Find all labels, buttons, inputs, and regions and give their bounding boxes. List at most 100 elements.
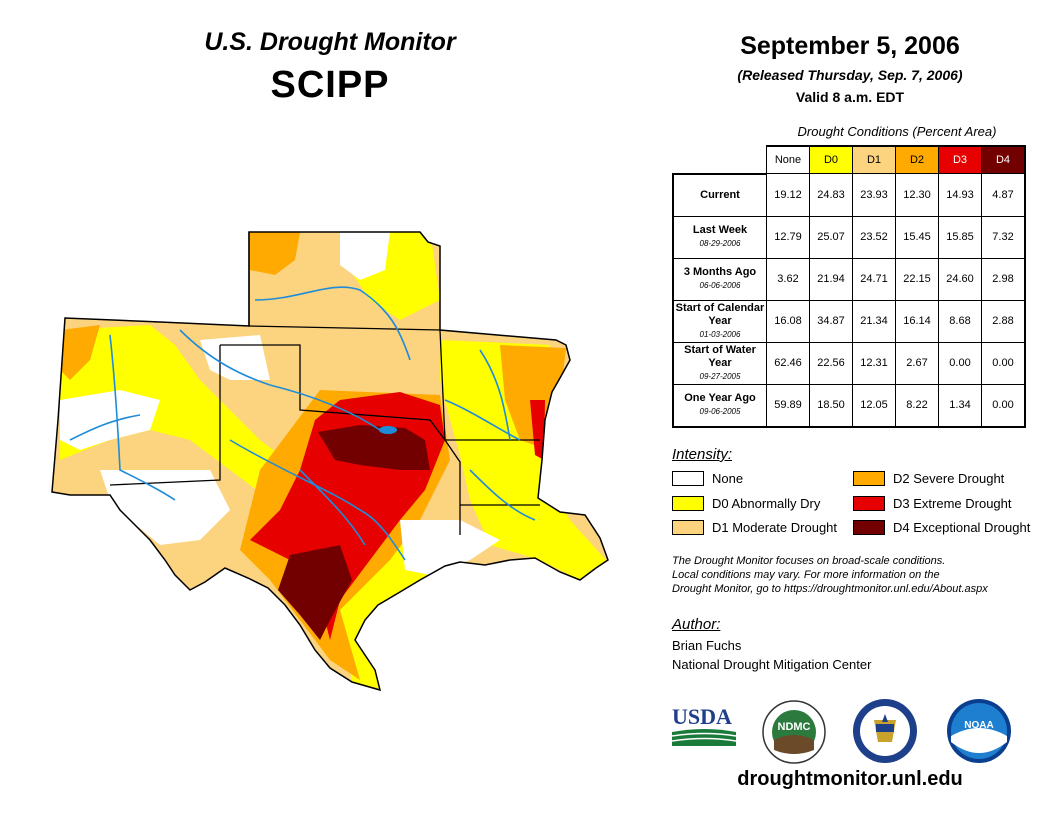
table-cell: 7.32	[981, 215, 1026, 259]
legend-label: None	[712, 471, 744, 486]
table-cell: 22.56	[809, 341, 853, 385]
row-date: 08-29-2006	[699, 239, 741, 248]
release-date: (Released Thursday, Sep. 7, 2006)	[737, 67, 963, 83]
legend-item-d1: D1 Moderate Drought	[672, 520, 837, 535]
none-far-west-texas-area	[100, 470, 230, 545]
drought-map	[51, 231, 609, 691]
table-cell: 15.45	[895, 215, 939, 259]
d4-south-texas-area	[278, 545, 352, 640]
legend-swatch	[672, 496, 704, 511]
table-cell: 34.87	[809, 299, 853, 343]
table-cell: 0.00	[938, 341, 982, 385]
legend-title: Intensity:	[672, 446, 733, 463]
table-row: Current 19.12 24.83 23.93 12.30 14.93 4.87	[672, 173, 1026, 217]
table-cell: 24.83	[809, 173, 853, 217]
table-cell: 12.30	[895, 173, 939, 217]
table-cell: 25.07	[809, 215, 853, 259]
d0-new-mexico-area	[60, 325, 300, 500]
none-new-mexico-area	[60, 390, 160, 450]
usda-logo-field	[672, 729, 736, 746]
table-cell: 2.98	[981, 257, 1026, 301]
author-heading: Author:	[672, 616, 721, 633]
table-cell: 0.00	[981, 383, 1026, 428]
legend-swatch	[853, 496, 885, 511]
row-label: Start of Calendar Year 01-03-2006	[672, 299, 767, 343]
footer-url[interactable]: droughtmonitor.unl.edu	[737, 768, 963, 790]
legend-label: D0 Abnormally Dry	[712, 496, 821, 511]
legend-item-d2: D2 Severe Drought	[853, 471, 1004, 486]
table-cell: 1.34	[938, 383, 982, 428]
legend-swatch	[672, 520, 704, 535]
table-cell: 19.12	[766, 173, 810, 217]
table-cell: 21.34	[852, 299, 896, 343]
table-cell: 24.60	[938, 257, 982, 301]
disclaimer-note: The Drought Monitor focuses on broad-sca…	[672, 554, 1042, 596]
row-label-text: 3 Months Ago	[683, 266, 757, 278]
table-row: One Year Ago 09-06-2005 59.89 18.50 12.05 8.2…	[672, 383, 1026, 428]
table-cell: 59.89	[766, 383, 810, 428]
none-kansas-area	[340, 232, 390, 280]
table-header-row: None D0 D1 D2 D3 D4	[673, 145, 1026, 175]
legend-label: D3 Extreme Drought	[893, 496, 1012, 511]
note-line: The Drought Monitor focuses on broad-sca…	[672, 555, 946, 567]
monitor-title: U.S. Drought Monitor	[204, 28, 456, 56]
row-label-text: One Year Ago	[684, 392, 756, 404]
table-row: Start of Water Year 09-27-2005 62.46 22.56 1…	[672, 341, 1026, 385]
none-east-texas-area	[400, 520, 500, 575]
table-cell: 12.31	[852, 341, 896, 385]
map-date: September 5, 2006	[740, 32, 960, 60]
legend-label: D4 Exceptional Drought	[893, 520, 1031, 535]
table-cell: 8.68	[938, 299, 982, 343]
row-date: 09-06-2005	[699, 407, 741, 416]
legend-item-d0: D0 Abnormally Dry	[672, 496, 820, 511]
row-label: 3 Months Ago 06-06-2006	[672, 257, 767, 301]
table-body: Current 19.12 24.83 23.93 12.30 14.93 4.87 Last…	[672, 173, 1026, 428]
legend-label: D2 Severe Drought	[893, 471, 1005, 486]
d2-northwest-area	[60, 325, 100, 380]
row-label-text: Last Week	[692, 224, 748, 236]
legend-item-none: None	[672, 471, 743, 486]
lake-marker	[379, 426, 397, 434]
row-label-text: Current	[700, 188, 740, 201]
legend-swatch	[853, 520, 885, 535]
col-header-none: None	[766, 145, 810, 174]
d4-oklahoma-area	[318, 425, 430, 470]
state-boundaries	[109, 232, 540, 535]
table-cell: 23.93	[852, 173, 896, 217]
table-cell: 0.00	[981, 341, 1026, 385]
col-header-d0: D0	[809, 145, 853, 174]
table-cell: 2.88	[981, 299, 1026, 343]
row-label-text: Start of Calendar Year	[675, 301, 765, 327]
table-cell: 21.94	[809, 257, 853, 301]
table-row: Start of Calendar Year 01-03-2006 16.08 34.…	[672, 299, 1026, 343]
ndmc-logo: NDMC	[762, 700, 826, 764]
note-line: Drought Monitor, go to https://droughtmo…	[672, 583, 988, 595]
table-cell: 14.93	[938, 173, 982, 217]
legend-item-d4: D4 Exceptional Drought	[853, 520, 1030, 535]
usda-logo: USDA	[672, 704, 737, 746]
ndmc-logo-text: NDMC	[778, 721, 811, 733]
noaa-logo-text: NOAA	[964, 720, 993, 731]
table-cell: 2.67	[895, 341, 939, 385]
table-corner	[673, 146, 767, 175]
legend-item-d3: D3 Extreme Drought	[853, 496, 1012, 511]
row-label: Current	[672, 173, 767, 217]
commerce-seal-logo	[853, 699, 917, 763]
col-header-d4: D4	[981, 145, 1026, 174]
table-row: Last Week 08-29-2006 12.79 25.07 23.52 15.45 1…	[672, 215, 1026, 259]
region-title: SCIPP	[270, 64, 390, 106]
table-cell: 24.71	[852, 257, 896, 301]
legend-label: D1 Moderate Drought	[712, 520, 838, 535]
table-cell: 4.87	[981, 173, 1026, 217]
row-date: 01-03-2006	[699, 329, 741, 339]
table-cell: 16.08	[766, 299, 810, 343]
row-label: One Year Ago 09-06-2005	[672, 383, 767, 428]
table-cell: 12.79	[766, 215, 810, 259]
table-caption: Drought Conditions (Percent Area)	[797, 124, 997, 139]
author-name: Brian Fuchs	[672, 638, 742, 653]
table-cell: 22.15	[895, 257, 939, 301]
table-cell: 15.85	[938, 215, 982, 259]
drought-statistics-table: None D0 D1 D2 D3 D4 Current 19.12 24.83 23.…	[672, 145, 1026, 428]
legend-swatch	[672, 471, 704, 486]
d2-kansas-area	[250, 232, 300, 275]
